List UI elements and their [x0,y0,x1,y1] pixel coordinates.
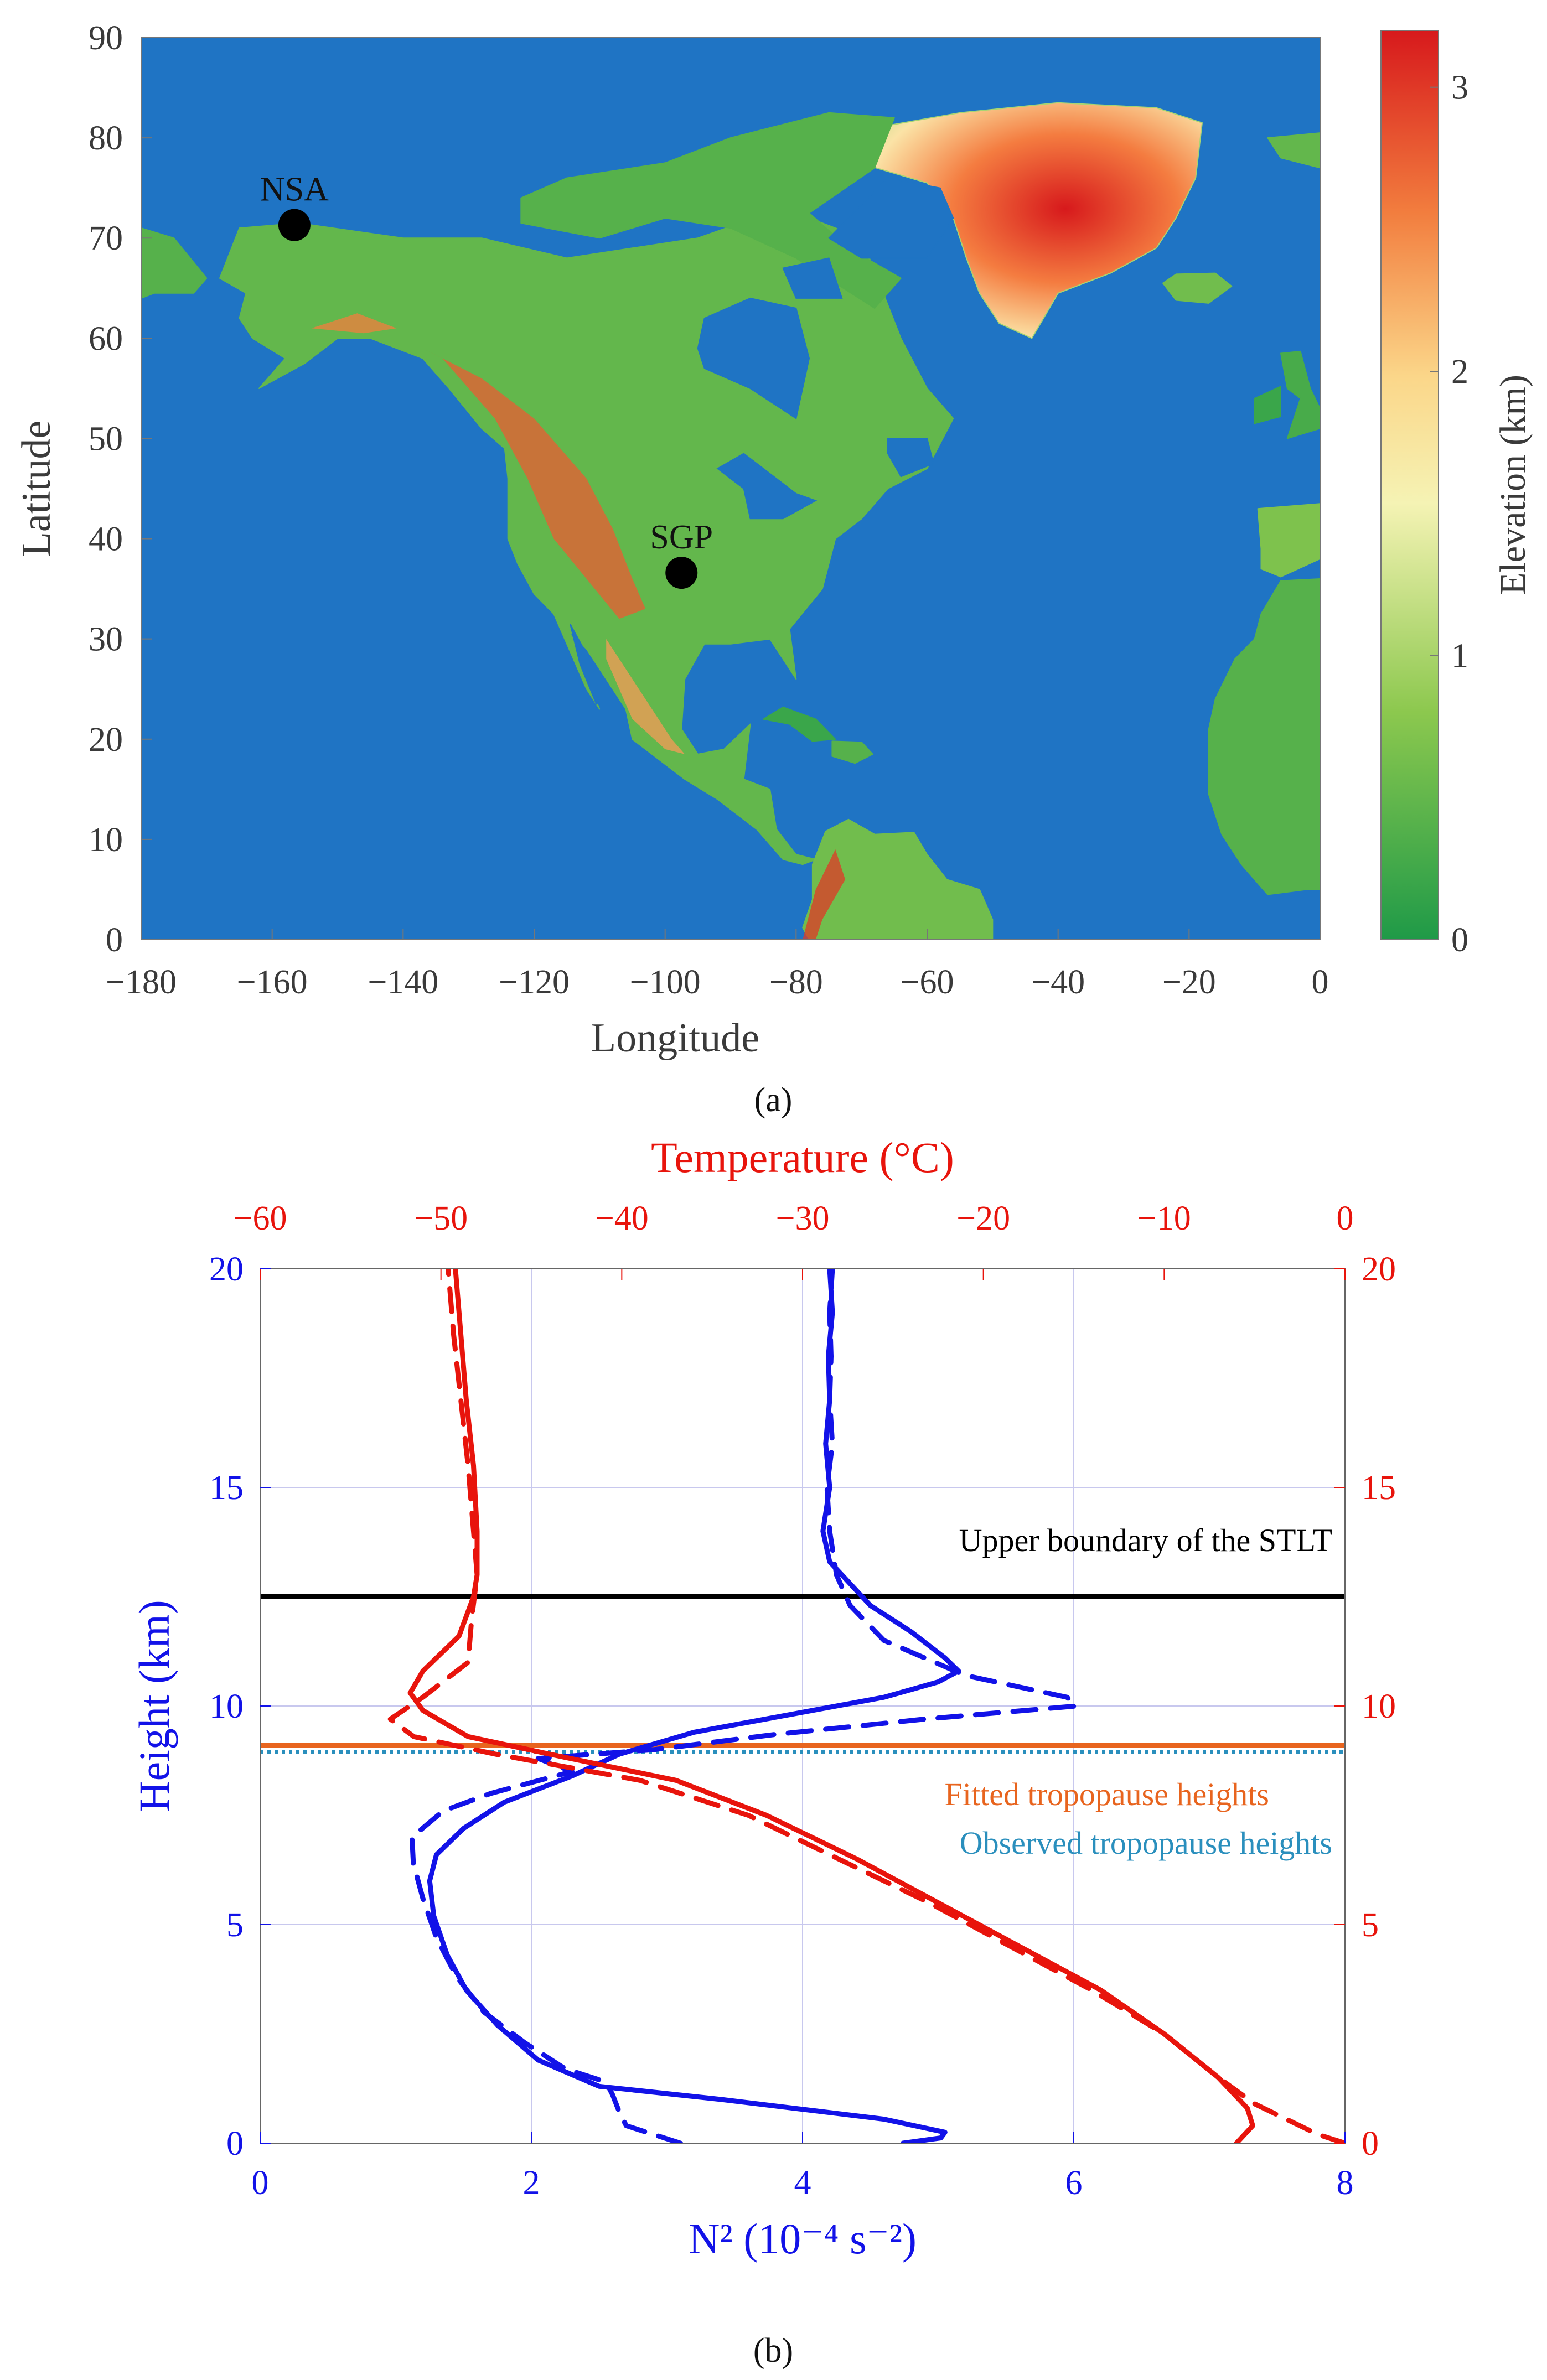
map-x-tick-label: −180 [106,963,177,1001]
ref-label-fitted: Fitted tropopause heights [945,1776,1269,1812]
height-tick-label-right: 20 [1362,1251,1396,1288]
colorbar-tick-label: 1 [1451,637,1468,675]
ref-label-stlt: Upper boundary of the STLT [959,1522,1332,1558]
map-x-axis-label: Longitude [591,1015,759,1061]
map-x-tick-label: 0 [1312,963,1329,1001]
ref-label-observed: Observed tropopause heights [960,1825,1332,1861]
map-y-axis-label: Latitude [14,421,59,557]
water-gulf-of-california [570,624,604,705]
colorbar-label: Elevation (km) [1493,375,1533,595]
height-tick-label-right: 0 [1362,2125,1379,2163]
series-temperature-dashed [387,1269,1345,2143]
n2-axis-label: N² (10⁻⁴ s⁻²) [689,2215,917,2263]
temperature-tick-label: −30 [776,1200,830,1237]
map-frame [141,37,1321,940]
highland-sierra-madre [606,639,685,754]
map-y-tick-label: 50 [89,420,123,458]
map-x-tick-label: −100 [630,963,701,1001]
map-x-tick-label: −80 [769,963,823,1001]
site-label-nsa: NSA [260,171,329,209]
map-y-ticks: 0 10 20 30 40 50 60 70 80 90 [89,19,152,959]
series-n2-dashed [409,1269,1079,2143]
landmass-svalbard [1267,132,1320,169]
map-y-tick-label: 80 [89,120,123,157]
n2-tick-label: 4 [794,2164,811,2202]
height-tick-label-right: 5 [1362,1906,1379,1944]
n2-tick-label: 2 [523,2164,540,2202]
colorbar-tick-label: 3 [1451,69,1468,107]
n2-tick-label: 6 [1065,2164,1083,2202]
height-axis-label: Height (km) [130,1600,178,1812]
height-tick-label-left: 20 [209,1251,244,1288]
colorbar [1380,30,1439,940]
landmass-ireland [1254,386,1281,424]
map-y-tick-label: 60 [89,320,123,357]
water-baffin-bay [827,177,954,259]
colorbar-tick-label: 2 [1451,353,1468,391]
height-tick-label-left: 15 [209,1469,244,1507]
map-y-tick-label: 30 [89,621,123,658]
n2-tick-label: 0 [252,2164,269,2202]
site-label-sgp: SGP [650,518,713,556]
map-land-layer [141,102,1320,940]
landmass-british-isles [1280,350,1320,439]
map-y-tick-label: 0 [106,921,123,959]
temperature-tick-label: −50 [414,1200,468,1237]
profile-series [387,1269,1345,2143]
map-x-tick-label: −40 [1031,963,1085,1001]
map-x-tick-label: −140 [368,963,438,1001]
water-great-lakes [716,453,818,520]
landmass-chukotka [141,227,208,299]
reference-lines [260,1594,1345,1754]
map-y-tick-label: 20 [89,721,123,759]
temperature-tick-label: −20 [956,1200,1010,1237]
temperature-tick-label: 0 [1337,1200,1354,1237]
map-panel: NSA SGP −180 −160 −140 −120 −100 −80 −60 −40 −20 0… [14,19,1533,1119]
colorbar-ticks: 0 1 2 3 [1430,69,1468,959]
site-marker-nsa [278,209,311,241]
panel-a-label: (a) [754,1081,793,1119]
landmass-iberia [1257,503,1320,578]
map-sites-layer: NSA SGP [260,171,713,589]
water-gulf-of-st-lawrence [887,438,934,478]
profile-grid [260,1269,1345,2143]
temperature-tick-label: −40 [595,1200,649,1237]
map-y-tick-label: 90 [89,19,123,57]
map-x-tick-label: −160 [237,963,308,1001]
map-x-tick-label: −60 [901,963,954,1001]
map-x-tick-label: −120 [499,963,570,1001]
height-tick-label-left: 5 [226,1906,244,1944]
temperature-axis-label: Temperature (°C) [651,1133,954,1181]
water-hudson-bay [697,297,810,419]
panel-b-label: (b) [753,2332,793,2369]
highland-rocky-mountains [403,338,646,619]
landmass-cuba [763,706,836,742]
map-x-ticks: −180 −160 −140 −120 −100 −80 −60 −40 −20 0 [106,929,1329,1001]
map-y-tick-label: 40 [89,521,123,558]
landmass-south-america [802,818,994,940]
height-tick-label-right: 10 [1362,1688,1396,1725]
n2-tick-label: 8 [1337,2164,1354,2202]
temperature-tick-label: −60 [234,1200,287,1237]
map-y-tick-label: 10 [89,821,123,859]
height-tick-label-left: 10 [209,1688,244,1725]
site-marker-sgp [665,557,698,589]
map-x-tick-label: −20 [1162,963,1216,1001]
water-foxe-basin [782,257,843,299]
highland-andes [803,849,846,940]
landmass-iceland [1162,272,1233,304]
height-tick-label-right: 15 [1362,1469,1396,1507]
highland-alaska-range [311,313,397,334]
colorbar-tick-label: 0 [1451,921,1468,959]
map-y-tick-label: 70 [89,220,123,257]
temperature-tick-label: −10 [1137,1200,1191,1237]
landmass-hispaniola [831,740,873,764]
landmass-greenland [841,102,1203,339]
height-tick-label-left: 0 [226,2125,244,2163]
landmass-africa [1208,578,1320,895]
